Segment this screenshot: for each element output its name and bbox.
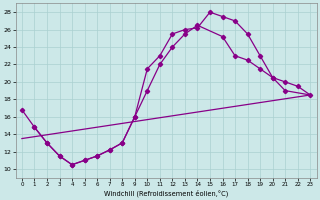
X-axis label: Windchill (Refroidissement éolien,°C): Windchill (Refroidissement éolien,°C) — [104, 189, 228, 197]
